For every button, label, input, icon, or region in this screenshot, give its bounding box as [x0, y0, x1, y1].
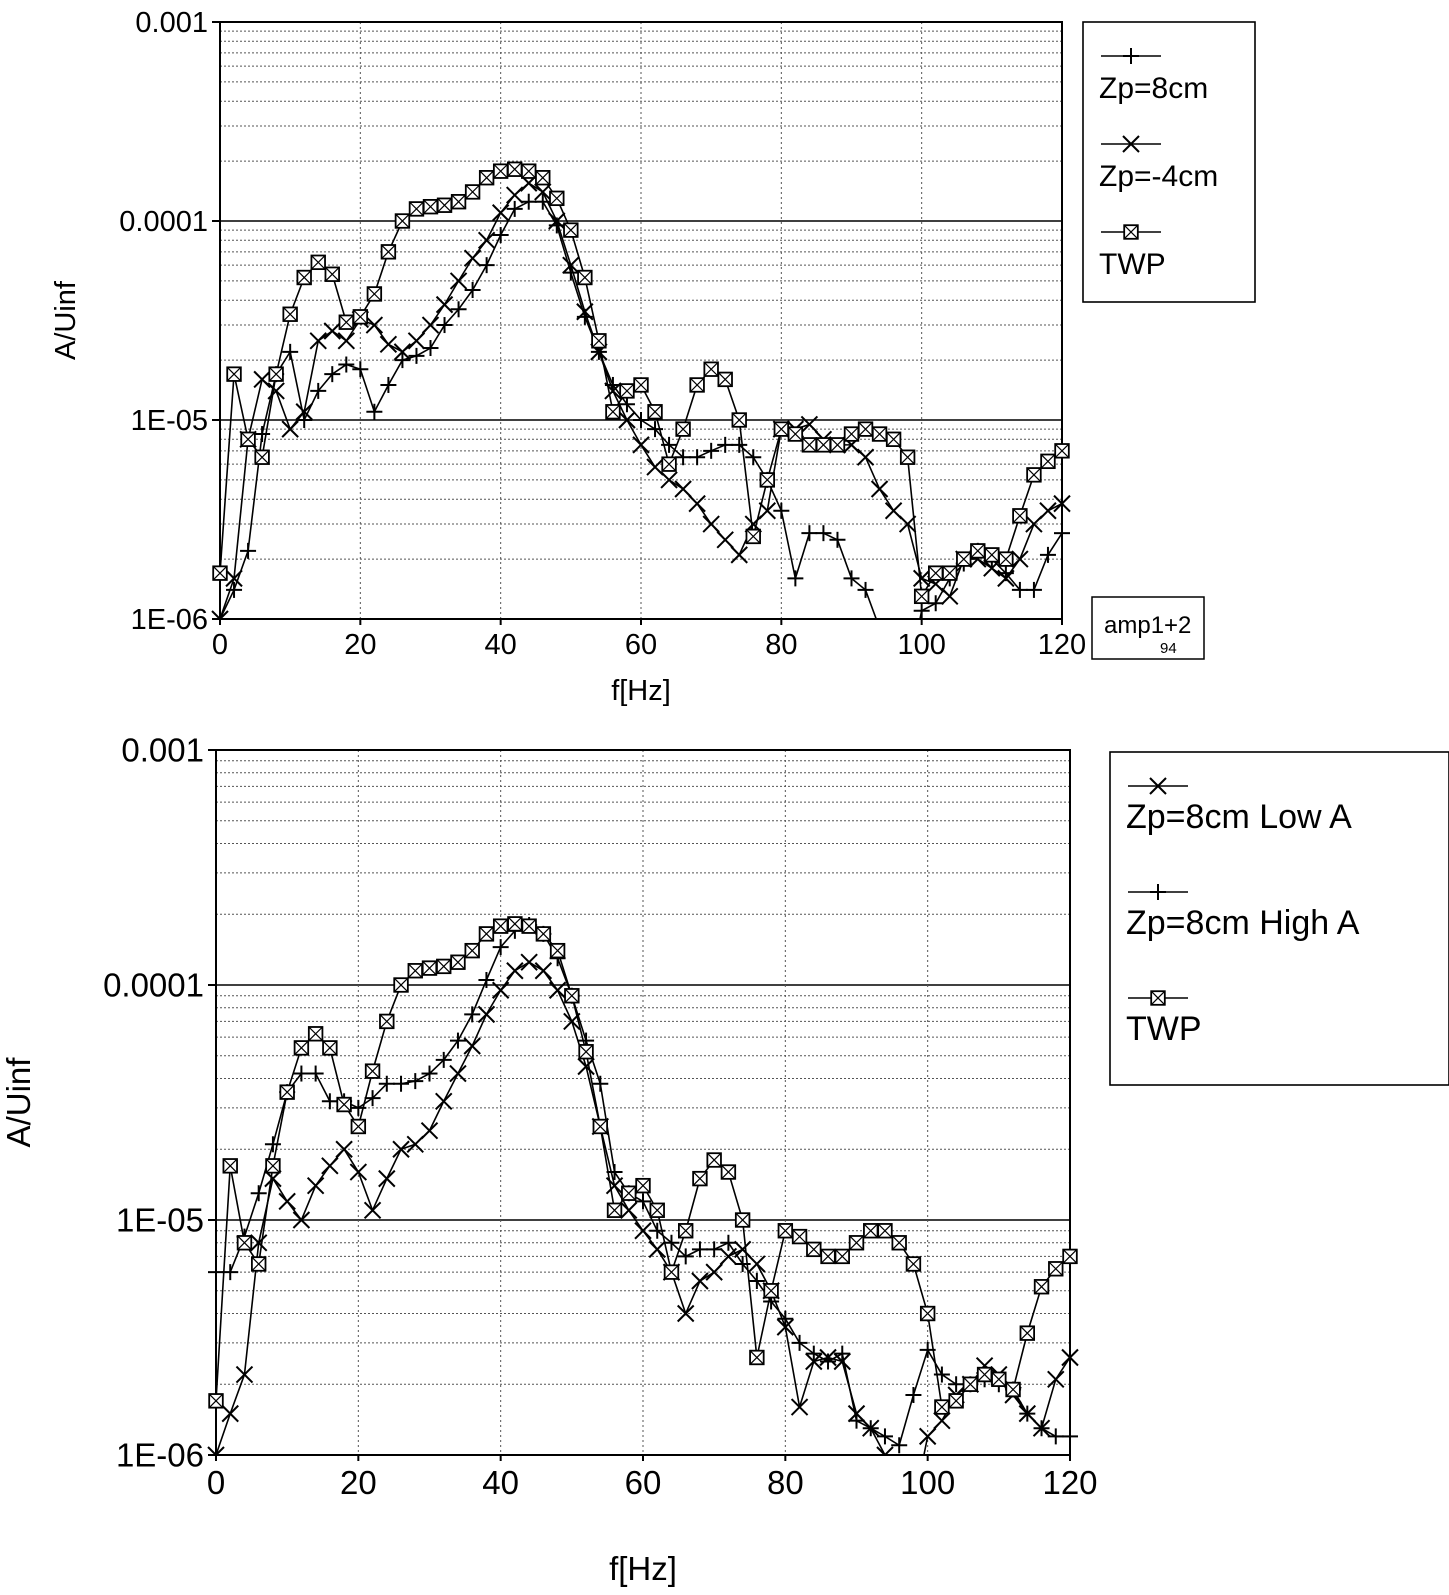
legend: Zp=8cm Low A Zp=8cm High A TWP	[1109, 751, 1449, 1086]
x-tick-label: 100	[900, 1464, 955, 1501]
y-tick-label: 0.001	[135, 7, 208, 39]
x-tick-label: 80	[765, 629, 797, 661]
x-tick-label: 40	[482, 1464, 519, 1501]
x-axis-label: f[Hz]	[611, 675, 671, 707]
annotation-box	[1091, 596, 1205, 660]
data-point	[876, 1446, 887, 1455]
y-tick-label: 1E-05	[116, 1202, 204, 1239]
data-point	[207, 1446, 218, 1455]
x-tick-label: 40	[485, 629, 517, 661]
x-tick-label: 20	[344, 629, 376, 661]
legend-label: TWP	[1126, 1010, 1202, 1048]
x-tick-label: 80	[767, 1464, 804, 1501]
x-tick-label: 0	[212, 629, 228, 661]
y-tick-label: 1E-06	[116, 1437, 204, 1474]
legend-box	[1082, 21, 1256, 303]
chart-2: 0 20 40 60 80 100 120 1E-06 1E-05 0.0001 0.001 f[Hz…	[0, 732, 1449, 1587]
legend-label: Zp=8cm	[1099, 72, 1208, 105]
x-tick-label: 120	[1038, 629, 1086, 661]
y-axis-label: A/Uinf	[50, 280, 82, 360]
data-point	[211, 610, 222, 619]
series-3	[212, 161, 1070, 605]
x-tick-label: 60	[625, 629, 657, 661]
legend-label: Zp=8cm High A	[1126, 904, 1360, 942]
y-tick-label: 0.0001	[103, 967, 204, 1004]
annotation-subtext: 94	[1160, 640, 1177, 657]
legend: Zp=8cm Zp=-4cm TWP	[1082, 21, 1256, 303]
series-2	[208, 917, 1078, 1454]
y-axis-label: A/Uinf	[0, 1057, 37, 1148]
y-tick-label: 1E-06	[131, 604, 208, 636]
series-group	[211, 161, 1071, 619]
x-tick-label: 60	[625, 1464, 662, 1501]
x-tick-label: 20	[340, 1464, 377, 1501]
x-tick-label: 0	[207, 1464, 225, 1501]
series-group	[207, 916, 1079, 1455]
legend-label: TWP	[1099, 248, 1166, 281]
legend-label: Zp=-4cm	[1099, 160, 1218, 193]
x-axis-label: f[Hz]	[609, 1550, 677, 1587]
annotation: amp1+294	[1091, 596, 1205, 660]
y-tick-label: 1E-05	[131, 405, 208, 437]
x-tick-label: 100	[897, 629, 945, 661]
legend-label: Zp=8cm Low A	[1126, 798, 1352, 836]
legend-box	[1109, 751, 1449, 1086]
y-tick-label: 0.001	[121, 732, 204, 769]
y-tick-label: 0.0001	[119, 206, 208, 238]
chart-1: 0 20 40 60 80 100 120 1E-06 1E-05 0.0001 0.001 f[Hz…	[50, 7, 1256, 707]
x-tick-label: 120	[1042, 1464, 1097, 1501]
series-3	[208, 916, 1078, 1415]
annotation-text: amp1+2	[1104, 612, 1191, 639]
